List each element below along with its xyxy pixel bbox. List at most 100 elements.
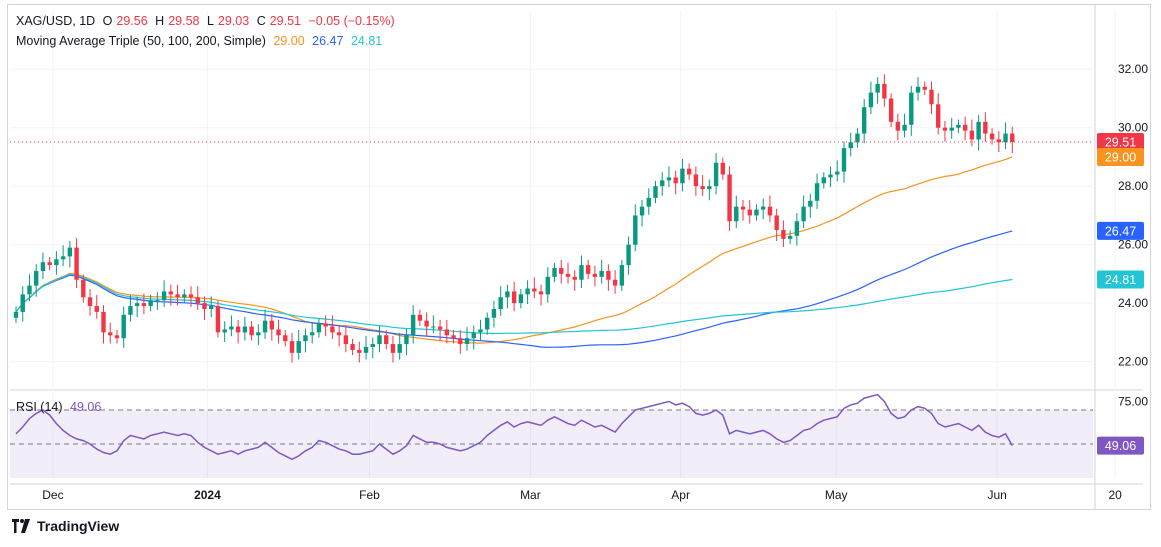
time-tick-label: Apr [671,488,690,502]
candle-body [195,297,200,304]
candle-body [572,276,577,280]
candle-body [222,329,227,333]
symbol-label: XAG/USD, 1D [16,14,96,28]
candle-body [182,294,187,298]
candle-body [13,311,19,318]
candle-body [330,326,335,333]
price-value-tag-label: 29.51 [1105,136,1136,150]
candle-body [579,265,584,280]
candle-body [155,300,160,302]
time-tick-label: Dec [42,488,63,502]
candle-body [983,121,988,134]
rsi-line [15,393,1013,461]
candle-body [660,180,665,187]
candle-body [67,247,73,257]
candle-body [902,124,907,131]
candle-body [316,323,322,333]
candle-body [296,341,301,353]
candle-body [511,291,517,304]
candle-body [774,215,779,231]
price-tick-label: 30.00 [1118,121,1148,135]
candle-body [40,262,46,271]
candle-body [888,98,894,122]
candle-body [303,335,308,342]
price-tick-label: 22.00 [1118,355,1148,369]
candle-body [464,338,470,345]
rsi-title: RSI (14) [16,400,63,414]
candle-body [700,186,705,190]
candle-body [235,326,241,333]
candle-body [962,124,968,131]
candle-body [639,206,645,216]
candle-body [370,344,375,347]
candle-body [835,171,840,175]
candle-body [855,133,860,143]
candle-body [188,294,194,298]
candle-body [585,265,591,274]
candle-body [283,335,288,342]
candle-body [81,279,86,298]
candle-body [646,197,651,207]
candle-body [478,329,483,333]
candle-body [289,341,295,353]
rsi-tick-label: 75.00 [1118,395,1148,409]
time-tick-label: 2024 [194,488,221,502]
candle-body [249,326,254,336]
candle-body [410,314,416,336]
candle-body [781,230,786,239]
ma50-line [15,156,1013,344]
candle-body [20,294,25,312]
candle-body [323,323,328,327]
candle-body [498,297,503,309]
candle-body [801,206,806,222]
ma200-value: 24.81 [350,34,383,48]
candle-body [686,168,692,175]
candle-body [599,270,604,277]
time-tick-label: Jun [987,488,1006,502]
candle-body [101,311,106,333]
candle-body [936,104,941,128]
candle-body [976,121,981,140]
high-value: 29.58 [168,14,200,28]
candle-body [747,209,752,216]
candle-body [996,139,1002,143]
candle-body [309,332,315,336]
candle-body [841,148,847,172]
candle-body [350,344,355,350]
candle-body [168,291,174,295]
ma50-value: 29.00 [273,34,305,48]
rsi-value: 49.06 [70,400,102,414]
candle-body [242,326,248,333]
candle-body [215,306,221,333]
candle-body [27,285,32,295]
candle-body [134,303,140,307]
candle-body [538,291,544,295]
candle-body [949,127,954,131]
high-key: H [155,14,165,28]
price-value-tag [1097,270,1144,289]
ohlc-legend: XAG/USD, 1D O 29.56 H 29.58 L 29.03 C 29.51 … [16,14,399,28]
candle-body [794,221,800,236]
candle-body [269,320,274,330]
candle-body [229,326,234,330]
candle-body [148,300,153,307]
candle-body [828,174,833,178]
tradingview-brand[interactable]: TradingView [10,518,119,534]
candle-body [545,276,550,295]
candle-body [276,329,281,336]
rsi-value-tag [1097,436,1144,455]
candle-body [922,86,927,90]
close-value: 29.51 [269,14,301,28]
candle-body [1003,133,1008,143]
candle-body [256,332,261,336]
time-tick-label: Mar [520,488,541,502]
candle-body [565,273,571,277]
candle-body [343,335,349,345]
candle-body [808,200,813,207]
ma-title: Moving Average Triple (50, 100, 200, Sim… [16,34,266,48]
open-key: O [102,14,113,28]
candle-body [592,273,598,277]
candle-body [821,177,826,184]
candle-body [606,270,611,280]
